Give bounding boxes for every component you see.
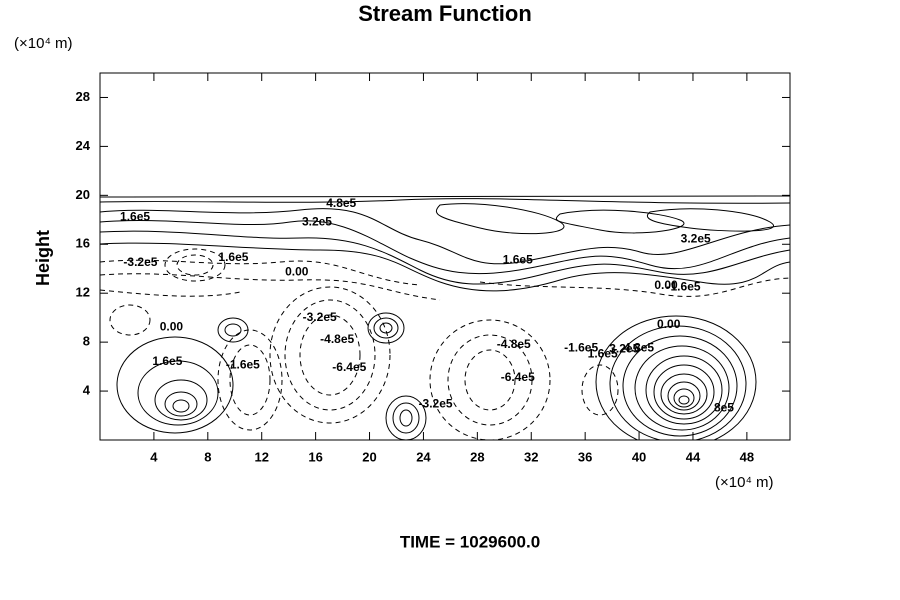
contour-label: 0.00 — [285, 265, 309, 279]
contour-label: 0.00 — [160, 320, 184, 334]
y-tick-label: 24 — [76, 138, 91, 153]
contour-label: -4.8e5 — [497, 337, 531, 351]
contour-label: 4.8e5 — [624, 340, 654, 354]
contour-label: 0.00 — [654, 278, 678, 292]
x-tick-label: 4 — [150, 449, 158, 464]
contour-label: -1.6e5 — [667, 279, 701, 293]
x-tick-label: 20 — [362, 449, 376, 464]
plot-frame — [99, 72, 791, 441]
x-tick-label: 8 — [204, 449, 211, 464]
contour-label: 1.6e5 — [120, 210, 150, 224]
contour-label: 0.00 — [657, 317, 681, 331]
contour-label: 1.6e5 — [503, 252, 533, 266]
y-tick-label: 20 — [76, 187, 90, 202]
contour-label: 8e5 — [714, 400, 734, 414]
x-tick-label: 24 — [416, 449, 431, 464]
x-tick-label: 44 — [686, 449, 701, 464]
contour-label: 3.2e5 — [302, 214, 332, 228]
y-tick-label: 12 — [76, 285, 90, 300]
contour-label: -3.2e5 — [123, 255, 157, 269]
x-tick-label: 36 — [578, 449, 592, 464]
contour-label: 1.6e5 — [152, 354, 182, 368]
x-tick-label: 16 — [308, 449, 322, 464]
x-tick-label: 48 — [740, 449, 754, 464]
contour-label: -1.6e5 — [226, 358, 260, 372]
x-tick-label: 40 — [632, 449, 646, 464]
y-tick-label: 8 — [83, 334, 90, 349]
x-unit-label: (×10⁴ m) — [715, 474, 774, 491]
y-unit-label: (×10⁴ m) — [14, 35, 73, 52]
y-tick-label: 4 — [83, 383, 91, 398]
contour-label: -1.6e5 — [564, 340, 598, 354]
y-tick-label: 28 — [76, 89, 90, 104]
contour-label: 1.6e5 — [218, 250, 248, 264]
contour-label: 3.2e5 — [609, 342, 639, 356]
contour-label: -6.4e5 — [332, 360, 366, 374]
contour-label: -3.2e5 — [303, 310, 337, 324]
time-footer: TIME = 1029600.0 — [400, 532, 540, 551]
x-tick-label: 32 — [524, 449, 538, 464]
x-tick-label: 28 — [470, 449, 484, 464]
y-tick-label: 16 — [76, 236, 90, 251]
contour-field — [100, 195, 790, 440]
chart-title: Stream Function — [358, 1, 532, 26]
contour-label: -4.8e5 — [320, 332, 354, 346]
y-axis-label: Height — [33, 230, 53, 286]
contour-label: 4.8e5 — [326, 196, 356, 210]
contour-label: -6.4e5 — [501, 370, 535, 384]
contour-label: -3.2e5 — [419, 397, 453, 411]
contour-label: 3.2e5 — [681, 232, 711, 246]
x-tick-label: 12 — [254, 449, 268, 464]
contour-label: 1.6e5 — [588, 347, 618, 361]
